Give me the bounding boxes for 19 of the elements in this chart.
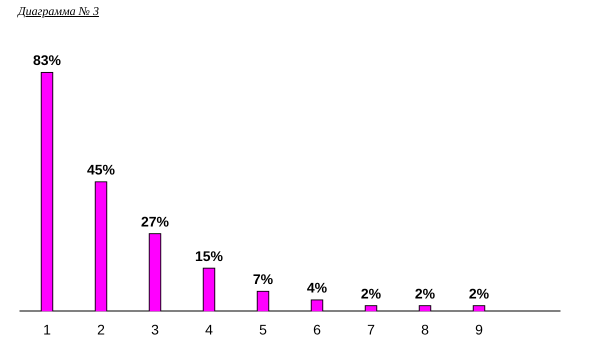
x-tick-label: 9	[475, 321, 484, 338]
x-tick-label: 2	[97, 321, 106, 338]
x-tick-label: 1	[43, 321, 52, 338]
data-label: 4%	[306, 280, 328, 296]
data-label: 7%	[252, 270, 274, 287]
x-tick-label: 5	[259, 321, 268, 338]
x-tick-label: 7	[367, 321, 376, 338]
data-label: 2%	[414, 285, 436, 302]
data-label: 2%	[468, 285, 490, 302]
x-tick-label: 6	[313, 321, 322, 338]
x-tick-label: 8	[421, 321, 430, 338]
x-tick-label: 4	[205, 321, 214, 338]
data-label: 15%	[194, 248, 224, 264]
data-label: 2%	[360, 285, 382, 302]
data-label: 83%	[32, 52, 62, 68]
data-label: 27%	[140, 213, 170, 230]
data-label: 45%	[86, 161, 116, 178]
x-tick-label: 3	[151, 321, 160, 338]
chart-title: Диаграмма № 3	[18, 4, 99, 19]
